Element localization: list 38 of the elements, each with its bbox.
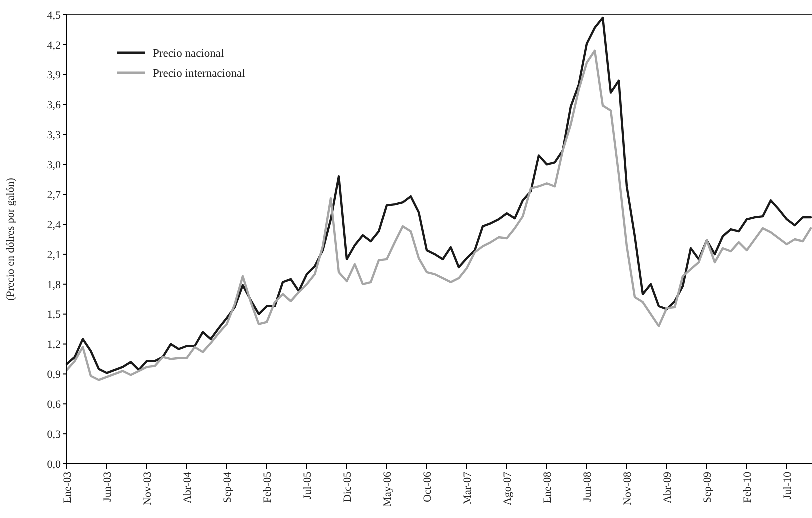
x-tick-label: May-06 — [382, 472, 394, 507]
y-tick-label: 0,6 — [47, 398, 62, 411]
y-tick-label: 3,3 — [47, 130, 62, 142]
x-tick-label: Feb-05 — [262, 472, 274, 504]
x-tick-label: Jun-08 — [582, 472, 594, 502]
y-tick-label: 1,2 — [47, 339, 61, 352]
x-tick-label: Jul-10 — [782, 472, 794, 500]
y-tick-label: 4,2 — [47, 40, 61, 52]
x-tick-label: Feb-10 — [742, 472, 754, 504]
y-tick-label: 3,0 — [47, 160, 62, 172]
y-tick-label: 4,5 — [47, 10, 62, 22]
x-tick-label: Mar-07 — [462, 472, 474, 505]
x-tick-label: Abr-04 — [182, 472, 194, 504]
y-tick-label: 3,6 — [47, 100, 62, 112]
y-tick-label: 2,1 — [47, 249, 61, 262]
legend-label: Precio internacional — [153, 68, 246, 80]
y-tick-label: 0,9 — [47, 369, 62, 382]
x-tick-label: Sep-09 — [702, 472, 714, 504]
y-tick-label: 2,4 — [47, 219, 62, 232]
x-tick-label: Nov-08 — [622, 472, 634, 506]
y-tick-label: 0,3 — [47, 428, 62, 441]
x-tick-label: Jun-03 — [102, 472, 114, 502]
x-tick-label: Ene-03 — [62, 472, 74, 504]
y-tick-label: 2,7 — [47, 189, 62, 202]
y-tick-label: 1,5 — [47, 309, 62, 322]
x-tick-label: Oct-06 — [422, 472, 434, 503]
y-tick-label: 3,9 — [47, 70, 62, 82]
x-tick-label: Jul-05 — [302, 472, 314, 500]
y-tick-label: 1,8 — [47, 279, 62, 292]
y-tick-label: 0,0 — [47, 458, 62, 471]
x-tick-label: Ago-07 — [502, 472, 514, 506]
x-tick-label: Ene-08 — [542, 472, 554, 504]
y-axis-title: (Precio en dólres por galón) — [5, 178, 17, 301]
x-tick-label: Nov-03 — [142, 472, 154, 506]
x-tick-label: Sep-04 — [222, 472, 234, 504]
x-tick-label: Dic-05 — [342, 472, 354, 503]
legend-label: Precio nacional — [153, 48, 224, 60]
x-tick-label: Abr-09 — [662, 472, 674, 504]
